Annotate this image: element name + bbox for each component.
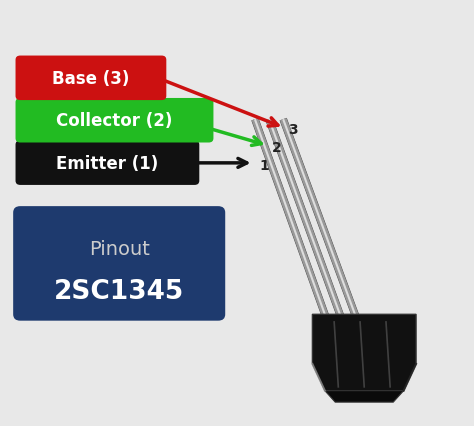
FancyBboxPatch shape [16, 99, 213, 143]
FancyBboxPatch shape [16, 141, 199, 185]
Text: Collector (2): Collector (2) [56, 112, 173, 130]
Text: 1: 1 [260, 158, 269, 173]
Polygon shape [312, 314, 416, 391]
Polygon shape [325, 391, 404, 402]
Text: 3: 3 [288, 123, 298, 137]
Text: Pinout: Pinout [89, 239, 150, 259]
Text: 2SC1345: 2SC1345 [54, 278, 184, 304]
Text: 2: 2 [272, 141, 282, 155]
FancyBboxPatch shape [16, 56, 166, 101]
Text: Base (3): Base (3) [52, 69, 129, 88]
Text: Emitter (1): Emitter (1) [56, 154, 158, 172]
FancyBboxPatch shape [13, 207, 225, 321]
